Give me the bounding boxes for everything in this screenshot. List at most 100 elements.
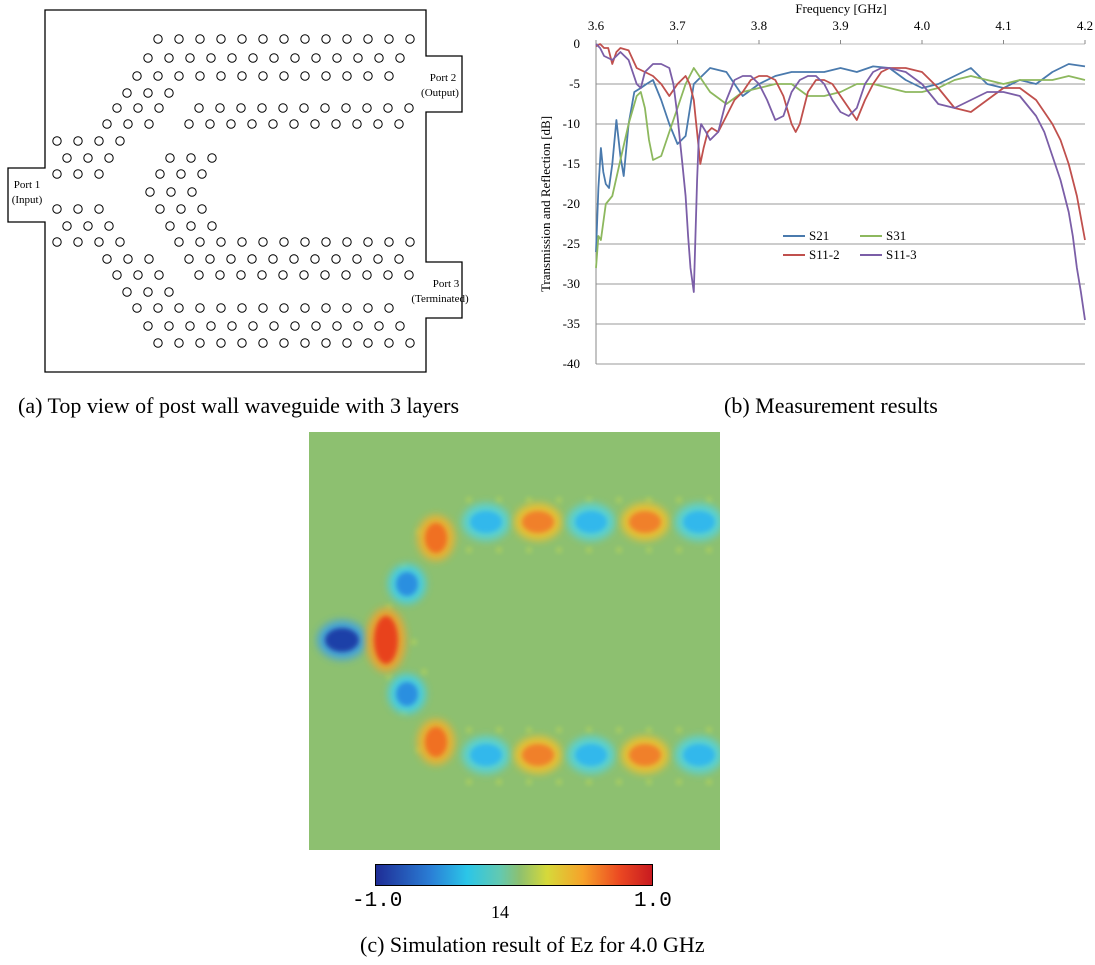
post-hole (205, 119, 215, 129)
post-hole (342, 303, 352, 313)
post-hole (352, 254, 362, 264)
post-hole (197, 169, 207, 179)
caption-c: (c) Simulation result of Ez for 4.0 GHz (360, 932, 705, 957)
post-hole (279, 71, 289, 81)
field-spot (496, 497, 502, 503)
port2-name: Port 2 (430, 72, 457, 84)
post-hole (145, 187, 155, 197)
field-blob (522, 511, 554, 533)
post-hole (153, 71, 163, 81)
post-hole (332, 321, 342, 331)
x-tick-label: 3.8 (751, 18, 767, 33)
post-hole (342, 34, 352, 44)
post-hole (248, 53, 258, 63)
post-hole (122, 287, 132, 297)
post-hole (112, 103, 122, 113)
post-hole (353, 53, 363, 63)
post-hole (374, 53, 384, 63)
post-hole (353, 321, 363, 331)
port2-sub: (Output) (421, 87, 459, 99)
post-hole (205, 254, 215, 264)
post-hole (300, 71, 310, 81)
field-blob (683, 744, 715, 766)
post-hole (320, 270, 330, 280)
post-hole (144, 254, 154, 264)
post-hole (52, 169, 62, 179)
post-hole (258, 237, 268, 247)
post-hole (269, 321, 279, 331)
post-hole (155, 169, 165, 179)
post-hole (112, 270, 122, 280)
post-hole (73, 169, 83, 179)
post-hole (320, 103, 330, 113)
post-hole (279, 338, 289, 348)
post-hole (362, 103, 372, 113)
post-hole (94, 204, 104, 214)
field-spot (616, 727, 622, 733)
field-spot (466, 779, 472, 785)
field-blob (396, 572, 418, 596)
post-hole (341, 103, 351, 113)
post-hole (362, 270, 372, 280)
post-hole (310, 119, 320, 129)
y-tick-label: -15 (563, 156, 580, 171)
post-hole (62, 153, 72, 163)
post-hole (321, 338, 331, 348)
measurement-chart: 3.6 3.7 3.8 3.9 4.0 4.1 4.2 0 -5 -10 -15 -20 -25 -30… (538, 1, 1093, 371)
x-tick-label: 3.7 (669, 18, 686, 33)
post-hole (268, 119, 278, 129)
x-tick-label: 4.1 (995, 18, 1011, 33)
post-hole (384, 71, 394, 81)
field-blob (374, 616, 398, 664)
post-hole (331, 254, 341, 264)
post-hole (207, 153, 217, 163)
legend-label: S31 (886, 228, 906, 243)
series-line-s21 (595, 63, 1086, 253)
field-blob (522, 744, 554, 766)
colorbar (375, 864, 653, 886)
field-spot (496, 727, 502, 733)
field-blob (470, 744, 502, 766)
post-hole (268, 254, 278, 264)
post-hole (174, 34, 184, 44)
post-hole (279, 237, 289, 247)
x-tick-label: 4.2 (1077, 18, 1093, 33)
field-spot (706, 727, 712, 733)
post-hole (384, 237, 394, 247)
post-hole (73, 237, 83, 247)
field-blob (325, 628, 359, 652)
post-hole (197, 204, 207, 214)
post-hole (363, 34, 373, 44)
post-hole (104, 221, 114, 231)
post-hole (258, 303, 268, 313)
post-hole (331, 119, 341, 129)
post-hole (341, 270, 351, 280)
post-hole (216, 71, 226, 81)
post-hole (207, 221, 217, 231)
post-hole (83, 221, 93, 231)
field-blob (470, 511, 502, 533)
post-hole (164, 88, 174, 98)
field-spot (616, 779, 622, 785)
legend-label: S11-3 (886, 247, 917, 262)
post-hole (184, 119, 194, 129)
colorbar-max-label: 1.0 (634, 890, 672, 913)
post-hole (332, 53, 342, 63)
post-hole (321, 34, 331, 44)
field-spot (706, 779, 712, 785)
post-hole (236, 103, 246, 113)
field-spot (706, 547, 712, 553)
post-hole (216, 303, 226, 313)
post-hole (237, 71, 247, 81)
post-hole (278, 103, 288, 113)
post-hole (342, 338, 352, 348)
field-spot (421, 669, 427, 675)
post-hole (226, 254, 236, 264)
legend-label: S21 (809, 228, 829, 243)
post-hole (174, 71, 184, 81)
post-hole (247, 254, 257, 264)
post-hole (279, 303, 289, 313)
x-tick-label: 3.6 (588, 18, 605, 33)
post-hole (395, 321, 405, 331)
post-hole (133, 103, 143, 113)
